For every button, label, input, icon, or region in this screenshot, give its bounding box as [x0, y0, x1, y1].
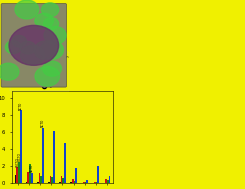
Bar [49, 176, 51, 183]
Bar [48, 182, 49, 183]
Text: NCTO: NCTO [19, 101, 23, 110]
Circle shape [21, 46, 45, 65]
Bar [37, 182, 38, 183]
Bar [96, 182, 98, 183]
Circle shape [35, 13, 53, 28]
Text: NCTO: NCTO [41, 119, 45, 127]
Circle shape [44, 26, 66, 44]
Bar [85, 182, 86, 183]
Bar [70, 182, 72, 183]
Circle shape [9, 25, 59, 65]
Circle shape [41, 3, 59, 17]
Circle shape [40, 41, 63, 59]
Bar [59, 182, 61, 183]
Bar [72, 179, 74, 183]
Bar [40, 176, 42, 183]
Legend: ○ O$_2$, ● O$_2^-$, ▩ acc. layer, ▩ dep. layer, ● hole, ● electron, ○ O$_2$, ■ I: ○ O$_2$, ● O$_2^-$, ▩ acc. layer, ▩ dep.… [10, 52, 69, 91]
Bar [38, 173, 40, 183]
Bar [26, 182, 27, 183]
Bar [14, 175, 16, 183]
Bar [74, 180, 75, 183]
Bar [61, 176, 62, 183]
Bar [107, 180, 109, 183]
Bar [51, 177, 53, 183]
Bar [105, 180, 107, 183]
Circle shape [15, 0, 39, 19]
Bar [94, 182, 96, 183]
Text: ISCTO: ISCTO [17, 152, 21, 161]
Bar [62, 178, 64, 183]
Bar [98, 166, 99, 183]
Bar [31, 173, 33, 183]
Bar [29, 164, 31, 183]
Bar [109, 176, 110, 183]
Text: NCTO: NCTO [30, 164, 34, 172]
Circle shape [34, 41, 57, 59]
Bar [83, 182, 85, 183]
Bar [20, 110, 22, 183]
Circle shape [20, 41, 36, 54]
Bar [86, 180, 88, 183]
Bar [18, 162, 20, 183]
Circle shape [12, 36, 26, 47]
Circle shape [5, 41, 21, 54]
Bar [53, 131, 55, 183]
FancyBboxPatch shape [1, 4, 66, 87]
Circle shape [44, 18, 59, 30]
Bar [75, 168, 77, 183]
Bar [42, 128, 44, 183]
Bar [64, 143, 66, 183]
Circle shape [35, 66, 60, 86]
Bar [27, 172, 29, 183]
Circle shape [0, 63, 19, 80]
Text: 1SCTO: 1SCTO [15, 157, 19, 167]
Circle shape [43, 61, 61, 76]
Bar [16, 167, 18, 183]
